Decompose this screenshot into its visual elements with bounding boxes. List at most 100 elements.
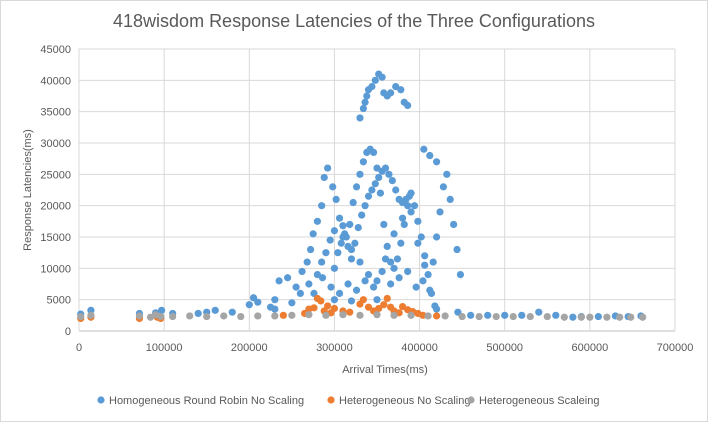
data-point bbox=[405, 192, 413, 200]
data-point bbox=[339, 311, 347, 319]
data-point bbox=[347, 297, 356, 305]
data-point bbox=[368, 83, 376, 91]
data-point bbox=[381, 164, 390, 172]
tick-labels: 0 5000 10000 15000 20000 25000 30000 35000 40000… bbox=[40, 44, 693, 354]
y-tick-label: 40000 bbox=[40, 75, 71, 87]
data-point bbox=[385, 170, 393, 178]
legend-marker bbox=[327, 396, 335, 404]
data-point bbox=[322, 311, 330, 319]
data-point bbox=[361, 277, 369, 285]
data-point bbox=[501, 311, 509, 319]
data-point bbox=[318, 202, 326, 210]
data-point bbox=[271, 296, 279, 304]
data-point bbox=[398, 214, 407, 222]
data-point bbox=[335, 214, 344, 222]
data-point bbox=[421, 261, 429, 269]
data-point bbox=[330, 264, 339, 272]
data-point bbox=[603, 313, 611, 321]
data-point bbox=[371, 180, 379, 188]
data-point bbox=[509, 312, 517, 321]
data-point bbox=[324, 164, 332, 172]
data-point bbox=[560, 313, 568, 321]
data-point bbox=[351, 239, 359, 247]
data-point bbox=[271, 312, 279, 320]
data-point bbox=[577, 313, 585, 321]
data-point bbox=[378, 73, 386, 81]
data-point bbox=[349, 198, 357, 207]
data-point bbox=[344, 280, 352, 288]
data-point bbox=[361, 98, 369, 106]
data-point bbox=[387, 280, 395, 288]
data-point bbox=[410, 202, 419, 210]
data-point bbox=[375, 304, 383, 313]
legend: Homogeneous Round Robin No Scaling Hetero… bbox=[97, 395, 599, 407]
y-tick-label: 0 bbox=[65, 326, 71, 338]
y-tick-label: 15000 bbox=[40, 232, 71, 244]
data-point bbox=[346, 308, 354, 316]
data-point bbox=[443, 170, 451, 178]
data-point bbox=[397, 239, 405, 247]
data-point bbox=[334, 249, 342, 257]
data-point bbox=[397, 86, 405, 94]
data-point bbox=[552, 311, 560, 319]
x-tick-label: 0 bbox=[76, 342, 82, 354]
data-point bbox=[395, 274, 403, 282]
data-point bbox=[484, 311, 492, 319]
data-point bbox=[419, 277, 427, 285]
data-point bbox=[381, 255, 390, 263]
data-point bbox=[373, 311, 381, 319]
grid bbox=[78, 48, 676, 332]
data-point bbox=[271, 305, 279, 313]
data-point bbox=[211, 306, 219, 314]
y-tick-label: 35000 bbox=[40, 107, 71, 119]
data-point bbox=[616, 313, 624, 321]
data-point bbox=[87, 311, 95, 319]
data-point bbox=[446, 195, 454, 203]
x-axis-title: Arrival Times(ms) bbox=[342, 364, 428, 376]
data-point bbox=[363, 92, 371, 100]
data-point bbox=[436, 208, 444, 216]
data-point bbox=[284, 274, 292, 282]
data-point bbox=[332, 195, 340, 203]
data-point bbox=[356, 311, 364, 319]
data-point bbox=[292, 283, 300, 291]
data-point bbox=[390, 230, 398, 238]
data-point bbox=[388, 177, 396, 185]
data-point bbox=[354, 224, 362, 232]
legend-marker bbox=[97, 396, 105, 404]
x-tick-label: 600000 bbox=[571, 342, 608, 354]
data-point bbox=[358, 211, 366, 219]
data-point bbox=[359, 158, 367, 166]
data-point bbox=[309, 230, 317, 238]
data-point bbox=[322, 249, 330, 257]
data-point bbox=[347, 245, 356, 254]
x-tick-label: 400000 bbox=[401, 342, 438, 354]
x-tick-label: 500000 bbox=[486, 342, 523, 354]
x-tick-label: 200000 bbox=[231, 342, 268, 354]
data-point bbox=[404, 267, 412, 276]
data-point bbox=[245, 301, 253, 309]
y-tick-label: 20000 bbox=[40, 201, 71, 213]
data-point bbox=[228, 308, 236, 316]
data-point bbox=[407, 311, 415, 319]
data-point bbox=[543, 312, 551, 321]
data-point bbox=[400, 220, 408, 229]
data-point bbox=[429, 258, 437, 266]
data-point bbox=[426, 151, 434, 160]
data-point bbox=[305, 311, 313, 319]
data-point bbox=[390, 264, 398, 272]
data-point bbox=[306, 245, 315, 254]
data-point bbox=[375, 173, 383, 182]
data-point bbox=[417, 233, 425, 241]
data-point bbox=[352, 286, 361, 294]
data-point bbox=[453, 245, 461, 254]
data-point bbox=[586, 313, 594, 321]
data-point bbox=[412, 283, 420, 291]
data-point bbox=[352, 183, 361, 191]
data-point bbox=[364, 192, 373, 200]
data-point bbox=[492, 312, 500, 321]
data-point bbox=[339, 222, 347, 230]
data-point bbox=[203, 312, 211, 321]
data-point bbox=[330, 227, 339, 235]
